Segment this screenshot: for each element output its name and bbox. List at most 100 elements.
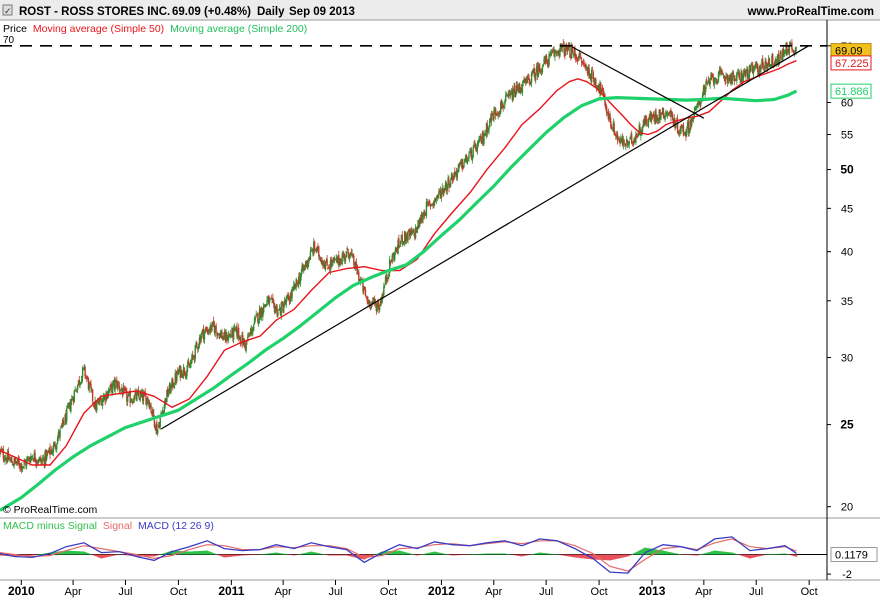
macd-hist-bar	[526, 554, 528, 556]
price-candle-body	[731, 72, 734, 81]
macd-hist-bar	[399, 550, 402, 555]
price-candle-body	[792, 50, 795, 53]
price-candle-body	[250, 328, 252, 332]
macd-hist-bar	[277, 552, 280, 555]
price-candle-body	[559, 47, 561, 57]
price-candle-body	[631, 142, 634, 144]
macd-hist-bar	[188, 551, 191, 555]
macd-hist-bar	[385, 551, 387, 555]
price-candle-body	[28, 457, 30, 461]
macd-hist-bar	[211, 552, 214, 555]
price-candle-body	[706, 83, 709, 85]
macd-hist-bar	[260, 554, 263, 555]
price-candle-body	[185, 375, 187, 377]
price-candle-body	[172, 378, 174, 388]
price-candle-body	[303, 265, 306, 268]
price-candle-body	[787, 50, 789, 53]
price-candle-body	[576, 59, 579, 62]
price-candle-body	[701, 93, 704, 100]
macd-hist-bar	[11, 554, 14, 557]
price-candle-body	[521, 84, 524, 94]
macd-hist-bar	[210, 552, 212, 555]
price-candle-body	[38, 457, 40, 462]
price-candle-body	[180, 369, 182, 377]
price-candle-body	[2, 449, 5, 459]
price-candle-body	[394, 247, 397, 253]
price-candle-body	[600, 88, 603, 93]
price-candle-body	[511, 89, 514, 101]
price-candle-body	[404, 230, 406, 243]
macd-hist-bar	[226, 554, 228, 558]
price-candle-body	[721, 72, 724, 75]
date-text: Sep 09 2013	[289, 6, 355, 18]
macd-hist-bar	[496, 553, 498, 555]
checkbox-icon[interactable]	[2, 4, 13, 16]
price-candle-body	[502, 104, 504, 108]
price-candle-body	[252, 325, 255, 331]
price-candle-body	[625, 138, 628, 143]
price-candle-body	[494, 108, 497, 116]
macd-hist-bar	[413, 554, 416, 556]
price-candle-body	[473, 144, 475, 148]
macd-hist-bar	[63, 550, 65, 555]
price-candle-body	[101, 399, 103, 406]
price-candle-body	[710, 74, 712, 80]
price-candle-body	[106, 394, 109, 398]
macd-hist-bar	[422, 554, 425, 555]
price-candle-body	[572, 53, 574, 55]
price-candle-body	[247, 336, 250, 338]
price-candle-body	[19, 466, 21, 469]
price-candle-body	[237, 329, 239, 338]
price-candle-body	[190, 361, 192, 364]
macd-hist-bar	[420, 554, 422, 556]
macd-hist-bar	[706, 552, 708, 555]
macd-hist-bar	[462, 554, 465, 556]
price-candle-body	[591, 70, 594, 72]
price-candle-body	[633, 137, 635, 142]
macd-hist-bar	[699, 554, 702, 555]
macd-hist-bar	[312, 552, 315, 555]
price-candle-body	[409, 230, 412, 236]
price-candle-body	[741, 76, 744, 82]
macd-hist-bar	[538, 552, 541, 555]
macd-hist-bar	[491, 553, 493, 555]
macd-hist-bar	[687, 554, 690, 556]
macd-hist-bar	[616, 554, 619, 559]
price-candle-body	[743, 70, 746, 73]
price-candle-body	[762, 66, 765, 68]
price-candle-body	[515, 92, 517, 97]
price-candle-body	[54, 443, 56, 448]
price-candle-body	[372, 297, 374, 302]
price-candle-body	[347, 248, 349, 254]
price-candle-body	[792, 49, 794, 51]
macd-hist-bar	[585, 554, 588, 559]
price-candle-body	[753, 67, 756, 69]
price-candle-body	[308, 258, 310, 264]
quote-text: 69.09 (+0.48%)	[172, 6, 251, 18]
macd-hist-bar	[418, 554, 421, 556]
price-candle-body	[456, 170, 458, 178]
macd-hist-bar	[574, 554, 576, 558]
price-candle-body	[424, 214, 427, 216]
price-candle-body	[39, 457, 41, 460]
macd-hist-bar	[218, 554, 221, 556]
price-candle-body	[446, 184, 448, 191]
macd-hist-bar	[109, 554, 112, 557]
price-candle-body	[705, 81, 707, 90]
price-candle-body	[466, 160, 469, 165]
price-candle-body	[323, 263, 326, 270]
price-candle-body	[249, 331, 252, 336]
macd-hist-bar	[268, 553, 270, 555]
price-candle-body	[527, 76, 529, 78]
price-candle-body	[17, 458, 20, 462]
macd-hist-bar	[764, 554, 766, 556]
macd-hist-bar	[470, 554, 473, 555]
price-candle-body	[341, 255, 343, 265]
price-candle-body	[513, 86, 515, 93]
price-candle-body	[581, 62, 584, 63]
site-text[interactable]: www.ProRealTime.com	[746, 6, 874, 18]
price-candle-body	[126, 397, 129, 402]
price-legend: Price Moving average (Simple 50) Moving …	[3, 23, 307, 35]
macd-hist-bar	[163, 553, 166, 555]
price-candle-body	[585, 63, 587, 69]
